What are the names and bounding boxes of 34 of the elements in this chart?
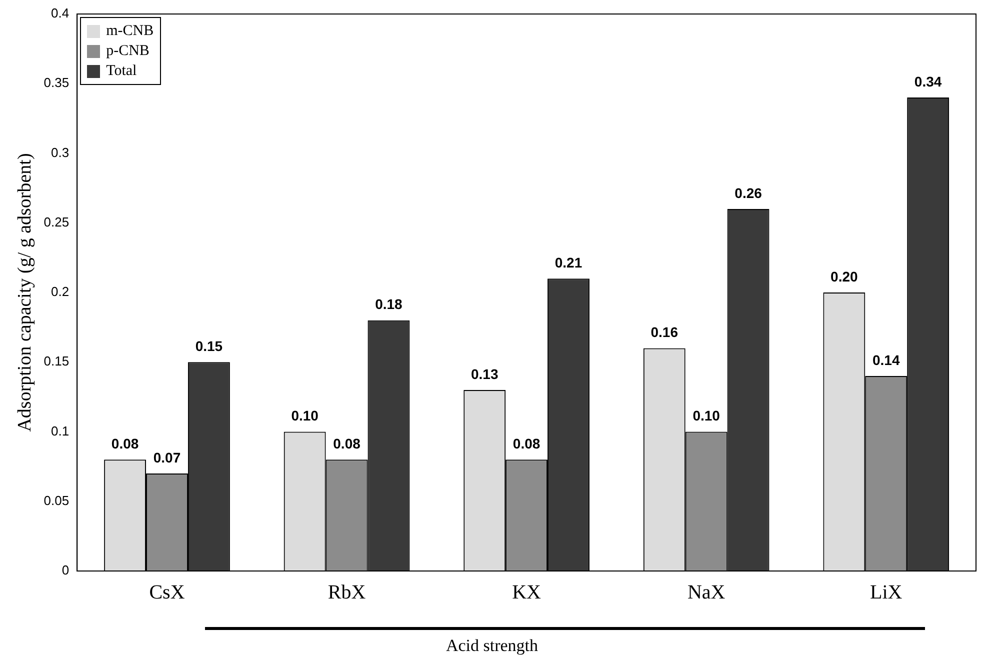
y-tick-label: 0.1 (51, 423, 70, 438)
data-label: 0.26 (734, 184, 762, 201)
data-label: 0.34 (914, 73, 942, 90)
data-label: 0.08 (333, 435, 361, 452)
y-tick-label: 0 (62, 562, 70, 578)
y-tick-label: 0.3 (51, 144, 70, 160)
x-tick-label: CsX (149, 581, 186, 604)
legend-label: m-CNB (106, 22, 154, 41)
data-label: 0.07 (153, 449, 181, 466)
data-label: 0.15 (195, 338, 223, 354)
y-axis-title: Adsorption capacity (g/ g adsorbent) (14, 153, 36, 432)
x-tick-label: RbX (328, 581, 366, 604)
data-label: 0.16 (650, 324, 678, 340)
data-label: 0.13 (470, 366, 498, 382)
data-label: 0.18 (375, 296, 403, 312)
x-tick-label: LiX (870, 581, 903, 604)
y-tick-label: 0.2 (51, 284, 70, 300)
data-label: 0.08 (111, 435, 139, 452)
data-label: 0.10 (291, 408, 319, 424)
data-label: 0.21 (554, 254, 582, 270)
x-tick-label: KX (512, 581, 542, 604)
data-label: 0.08 (512, 435, 540, 452)
x-axis-title: Acid strength (444, 636, 540, 656)
y-tick-label: 0.05 (44, 492, 70, 508)
y-tick-label: 0.15 (44, 354, 70, 369)
y-tick-label: 0.35 (44, 75, 70, 90)
data-label: 0.20 (830, 268, 858, 284)
data-label: 0.10 (692, 408, 720, 424)
legend-label: Total (106, 62, 137, 81)
legend-label: p-CNB (106, 42, 150, 61)
y-tick-label: 0.25 (44, 214, 70, 230)
data-label: 0.14 (872, 352, 900, 368)
y-tick-label: 0.4 (51, 6, 70, 21)
x-tick-label: NaX (687, 581, 726, 604)
